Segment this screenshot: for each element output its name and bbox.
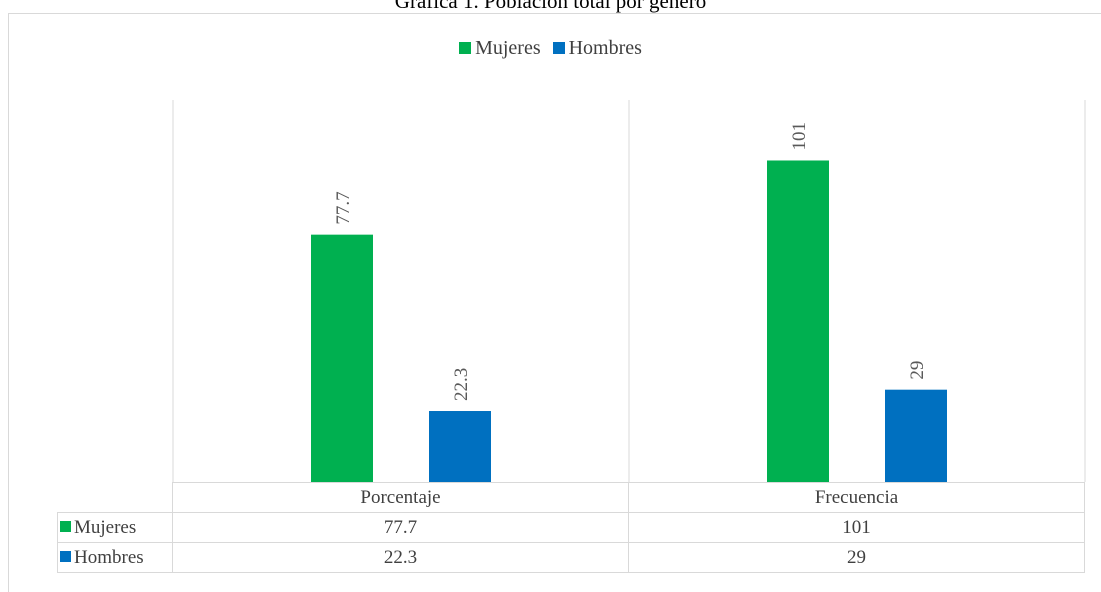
table-swatch-mujeres	[60, 520, 71, 532]
data-label-hombres-frecuencia: 29	[907, 361, 928, 380]
legend-label-mujeres: Mujeres	[475, 37, 541, 59]
table-cell-hombres-porcentaje: 22.3	[172, 542, 629, 573]
legend: Mujeres Hombres	[0, 36, 1101, 60]
legend-swatch-hombres	[552, 42, 565, 54]
table-row-name-mujeres: Mujeres	[74, 516, 137, 538]
table-cell-hombres-frecuencia: 29	[628, 542, 1085, 573]
table-header-frecuencia: Frecuencia	[628, 482, 1085, 513]
chart-title: Gráfica 1. Población total por género	[394, 0, 707, 13]
table-swatch-hombres	[60, 550, 71, 562]
data-table: Porcentaje Frecuencia Mujeres 77.7 101 H…	[57, 482, 1085, 573]
table-row-hombres: Hombres 22.3 29	[57, 542, 1085, 573]
legend-swatch-mujeres	[459, 42, 472, 54]
table-row-label-hombres: Hombres	[57, 542, 173, 573]
bar-hombres-porcentaje	[429, 411, 491, 482]
data-label-mujeres-porcentaje: 77.7	[333, 191, 354, 224]
legend-item-hombres: Hombres	[552, 36, 642, 60]
data-label-mujeres-frecuencia: 101	[789, 122, 810, 151]
table-header-row: Porcentaje Frecuencia	[57, 482, 1085, 513]
legend-label-hombres: Hombres	[568, 37, 642, 59]
legend-item-mujeres: Mujeres	[459, 36, 541, 60]
table-row-name-hombres: Hombres	[74, 546, 144, 568]
table-row-label-mujeres: Mujeres	[57, 512, 173, 543]
table-cell-mujeres-frecuencia: 101	[628, 512, 1085, 543]
bar-hombres-frecuencia	[885, 389, 947, 482]
table-row-mujeres: Mujeres 77.7 101	[57, 512, 1085, 543]
data-label-hombres-porcentaje: 22.3	[451, 368, 472, 401]
table-cell-mujeres-porcentaje: 77.7	[172, 512, 629, 543]
bar-mujeres-frecuencia	[767, 160, 829, 482]
bar-mujeres-porcentaje	[311, 234, 373, 482]
table-corner-cell	[57, 482, 173, 513]
table-header-porcentaje: Porcentaje	[172, 482, 629, 513]
